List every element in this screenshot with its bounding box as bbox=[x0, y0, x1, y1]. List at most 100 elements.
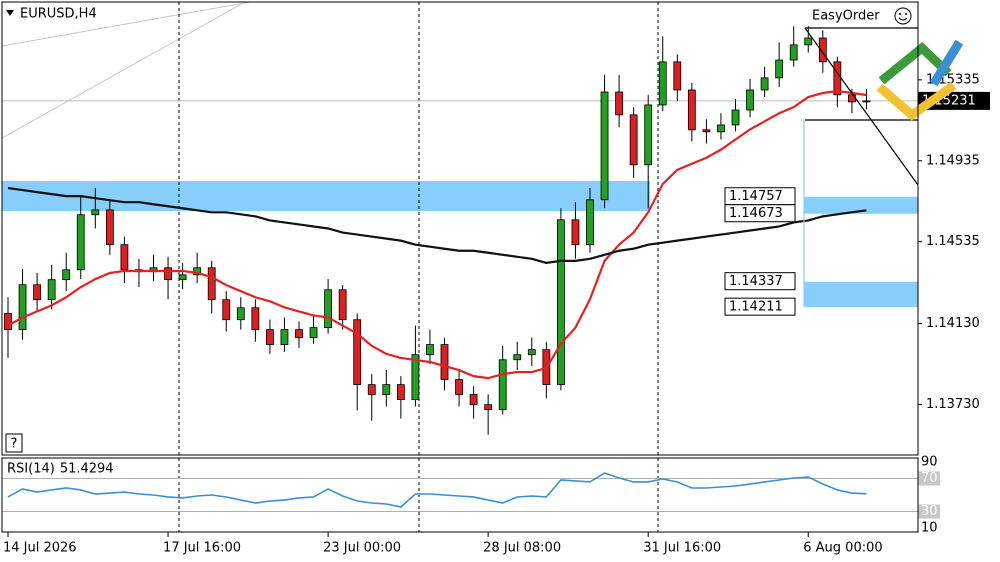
level-label-box bbox=[724, 272, 796, 291]
candle-body bbox=[265, 329, 274, 345]
fan-lines bbox=[1, 1, 251, 139]
x-tick-label: 14 Jul 2026 bbox=[3, 541, 77, 556]
candle-body bbox=[586, 199, 594, 246]
menu-arrow[interactable] bbox=[6, 10, 14, 16]
help-box[interactable] bbox=[5, 433, 23, 453]
candle-body bbox=[164, 267, 172, 281]
candle-body bbox=[396, 384, 405, 400]
candle-body bbox=[731, 109, 740, 126]
candle-body bbox=[717, 124, 725, 133]
candle-body bbox=[338, 289, 347, 321]
level-label-box bbox=[724, 204, 796, 223]
smiley[interactable] bbox=[894, 7, 912, 25]
candle-body bbox=[687, 89, 696, 131]
candle-body bbox=[862, 100, 871, 103]
candle-body bbox=[382, 384, 391, 395]
level-label: 1.14337 bbox=[729, 274, 783, 289]
candle-body bbox=[251, 307, 260, 331]
x-tick-label: 28 Jul 08:00 bbox=[483, 541, 561, 556]
chart-title: EURUSD,H4 bbox=[20, 7, 97, 22]
candle-body bbox=[775, 59, 784, 79]
candle-body bbox=[207, 267, 216, 301]
x-tick-label: 6 Aug 00:00 bbox=[803, 541, 882, 556]
x-tick-label: 23 Jul 00:00 bbox=[323, 541, 401, 556]
candle-body bbox=[571, 219, 580, 246]
fan-line bbox=[1, 1, 246, 139]
candle-body bbox=[18, 284, 27, 331]
candle-body bbox=[91, 209, 100, 216]
smiley-eye bbox=[899, 13, 901, 15]
candle-body bbox=[615, 91, 623, 116]
separators bbox=[178, 2, 659, 532]
candle-body bbox=[193, 267, 202, 276]
y-tick-label: 90 bbox=[921, 455, 938, 470]
candle-body bbox=[469, 394, 478, 406]
candle-body bbox=[789, 44, 798, 61]
logo bbox=[876, 39, 964, 121]
candle-body bbox=[455, 379, 463, 395]
y-tick-label: 1.13730 bbox=[926, 397, 980, 412]
candle-body bbox=[411, 354, 420, 400]
y-tick-label: 70 bbox=[921, 471, 938, 486]
candle-body bbox=[484, 404, 493, 411]
candle-body bbox=[353, 319, 362, 386]
y-tick-label: 10 bbox=[921, 521, 938, 536]
rsi-line bbox=[7, 472, 867, 508]
candle-body bbox=[105, 209, 114, 246]
level-tag bbox=[918, 471, 940, 486]
candle-body bbox=[47, 279, 56, 301]
rsi-title: RSI(14) bbox=[7, 462, 55, 477]
candle-body bbox=[527, 349, 536, 356]
level-label: 1.14757 bbox=[729, 189, 783, 204]
level-label: 1.14673 bbox=[729, 206, 783, 221]
logo-green bbox=[878, 42, 952, 85]
smiley-eye bbox=[905, 13, 907, 15]
candle-body bbox=[324, 289, 333, 328]
candle-body bbox=[702, 129, 711, 133]
smiley-face bbox=[894, 7, 912, 25]
candle-body bbox=[760, 77, 769, 91]
candle-body bbox=[644, 104, 653, 166]
logo-yellow bbox=[876, 81, 957, 121]
main-frame bbox=[1, 1, 919, 456]
candle-body bbox=[295, 329, 303, 339]
candle-body bbox=[76, 214, 85, 271]
trend-line bbox=[804, 27, 919, 186]
candle-body bbox=[4, 313, 12, 331]
easy-order[interactable]: EasyOrder bbox=[812, 9, 880, 24]
candle-body bbox=[600, 91, 609, 201]
candle-body bbox=[33, 284, 41, 301]
drawn-objects bbox=[803, 27, 919, 306]
candle-body bbox=[629, 114, 638, 166]
candle-body bbox=[658, 61, 667, 106]
level-label-box bbox=[724, 297, 796, 316]
candle-body bbox=[280, 329, 289, 345]
smiley-mouth bbox=[898, 17, 908, 21]
rsi-value: 51.4294 bbox=[60, 462, 114, 477]
candle-body bbox=[513, 354, 522, 361]
moving-average bbox=[7, 89, 867, 380]
supply-zone bbox=[2, 181, 650, 211]
candle-body bbox=[498, 359, 507, 411]
y-tick-label: 1.14130 bbox=[926, 316, 980, 331]
rsi-frame bbox=[1, 457, 919, 533]
moving-average bbox=[7, 186, 867, 264]
candle-body bbox=[440, 344, 449, 380]
candle-body bbox=[309, 327, 318, 339]
candle-body bbox=[236, 307, 245, 321]
help[interactable]: ? bbox=[11, 437, 18, 452]
plot-layer: 1.153351.149351.145351.141301.137301.147… bbox=[2, 26, 990, 556]
level-zone bbox=[804, 196, 918, 214]
x-tick-label: 17 Jul 16:00 bbox=[163, 541, 241, 556]
candle-body bbox=[120, 244, 129, 271]
candle-body bbox=[557, 219, 565, 386]
candle-body bbox=[818, 37, 827, 63]
candle-body bbox=[367, 384, 376, 395]
fan-line bbox=[1, 1, 251, 47]
level-label: 1.14211 bbox=[729, 300, 783, 315]
candle-body bbox=[62, 269, 71, 281]
level-zone bbox=[804, 281, 918, 308]
